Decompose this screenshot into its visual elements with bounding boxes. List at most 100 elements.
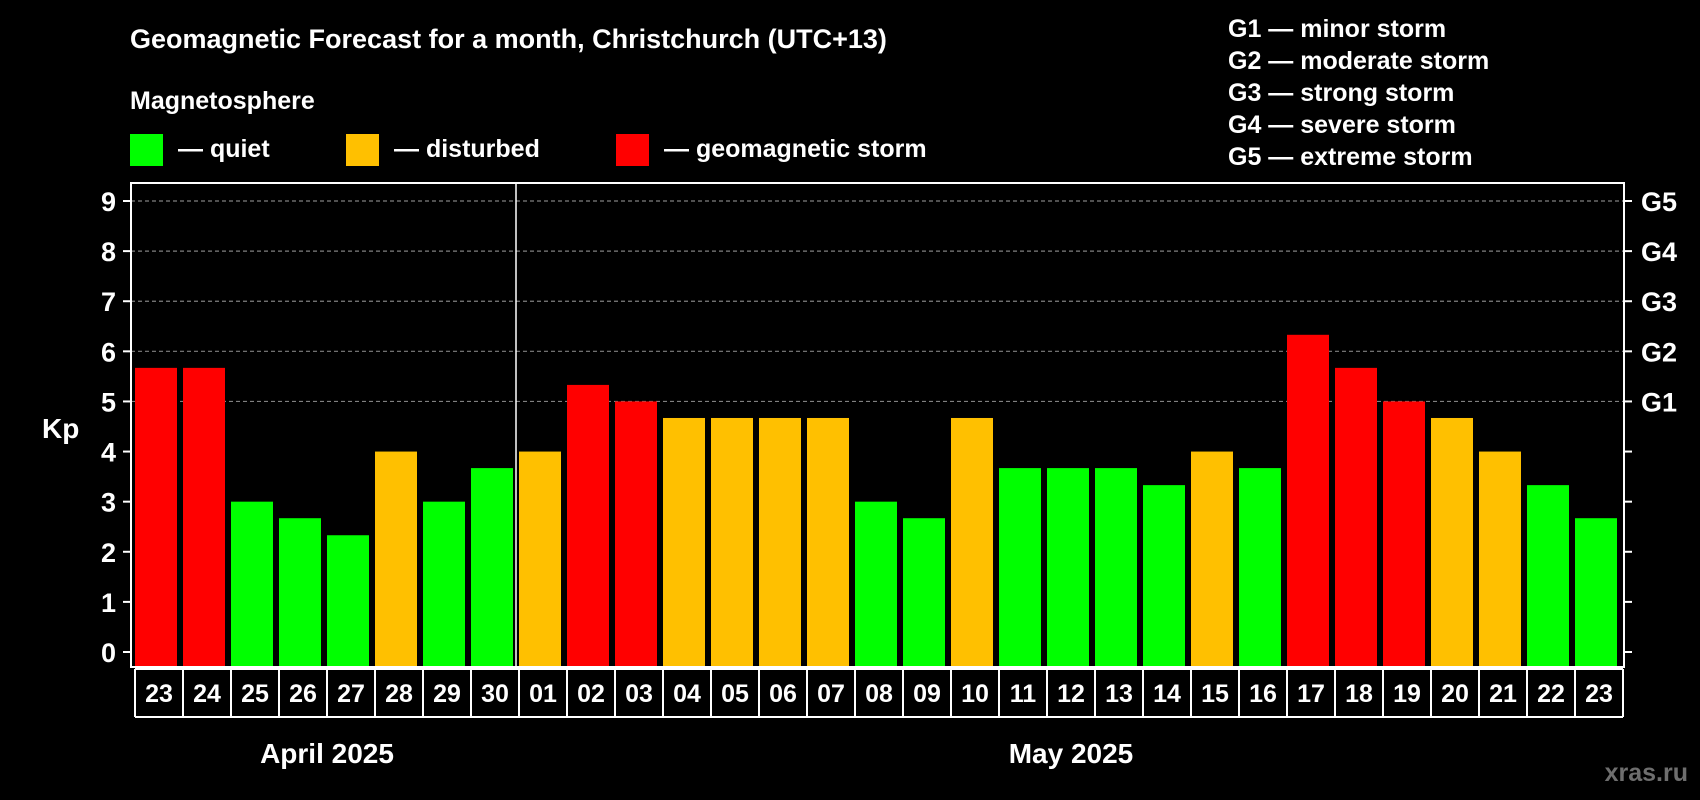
storm-scale-g1: G1 — minor storm — [1228, 15, 1446, 43]
x-tick-label-4: 27 — [337, 680, 365, 708]
x-tick-label-8: 01 — [529, 680, 557, 708]
legend-swatch-0 — [130, 134, 163, 166]
bar-5 — [375, 451, 417, 667]
legend-label-0: — quiet — [178, 135, 270, 163]
x-tick-label-18: 11 — [1010, 680, 1037, 708]
bar-8 — [519, 451, 561, 667]
bar-6 — [423, 501, 465, 667]
x-tick-label-11: 04 — [673, 680, 701, 708]
bar-28 — [1479, 451, 1521, 667]
bar-22 — [1191, 451, 1233, 667]
bar-19 — [1047, 468, 1089, 667]
y-tick-label-0: 0 — [101, 638, 116, 668]
x-tick-label-23: 16 — [1249, 680, 1277, 708]
bar-26 — [1383, 401, 1425, 667]
storm-scale-g4: G4 — severe storm — [1228, 111, 1456, 139]
x-tick-label-24: 17 — [1297, 680, 1325, 708]
x-tick-label-30: 23 — [1585, 680, 1613, 708]
x-tick-label-29: 22 — [1537, 680, 1565, 708]
x-tick-label-5: 28 — [385, 680, 413, 708]
bar-20 — [1095, 468, 1137, 667]
bar-9 — [567, 384, 609, 667]
x-tick-label-13: 06 — [769, 680, 797, 708]
bar-18 — [999, 468, 1041, 667]
bar-11 — [663, 417, 705, 667]
storm-scale-legend: G1 — minor storm G2 — moderate storm G3 — … — [1228, 15, 1489, 171]
bar-4 — [327, 535, 369, 667]
bar-29 — [1527, 485, 1569, 667]
g-label-g3: G3 — [1641, 287, 1677, 317]
bar-16 — [903, 518, 945, 667]
x-tick-label-25: 18 — [1345, 680, 1373, 708]
y-tick-label-9: 9 — [101, 187, 116, 217]
legend-swatch-2 — [616, 134, 649, 166]
legend-heading: Magnetosphere — [130, 87, 315, 115]
bar-14 — [807, 417, 849, 667]
magnetosphere-legend: — quiet — disturbed — geomagnetic storm — [130, 134, 927, 166]
y-tick-label-4: 4 — [101, 438, 116, 468]
x-tick-label-14: 07 — [817, 680, 845, 708]
x-tick-label-17: 10 — [961, 680, 989, 708]
bar-30 — [1575, 518, 1617, 667]
bar-25 — [1335, 367, 1377, 667]
legend-swatch-1 — [346, 134, 379, 166]
bar-17 — [951, 417, 993, 667]
y-tick-label-6: 6 — [101, 337, 116, 367]
bar-21 — [1143, 485, 1185, 667]
x-tick-label-6: 29 — [433, 680, 461, 708]
legend-label-2: — geomagnetic storm — [664, 135, 927, 163]
x-tick-label-1: 24 — [193, 680, 221, 708]
storm-scale-g3: G3 — strong storm — [1228, 79, 1454, 107]
y-tick-label-2: 2 — [101, 538, 116, 568]
y-tick-label-8: 8 — [101, 237, 116, 267]
y-tick-label-3: 3 — [101, 488, 116, 518]
month-label-1: May 2025 — [1009, 738, 1134, 769]
bar-3 — [279, 518, 321, 667]
x-tick-label-27: 20 — [1441, 680, 1469, 708]
y-tick-label-5: 5 — [101, 387, 116, 417]
x-tick-label-12: 05 — [721, 680, 749, 708]
g-label-g2: G2 — [1641, 337, 1677, 367]
x-tick-label-26: 19 — [1393, 680, 1421, 708]
bar-23 — [1239, 468, 1281, 667]
storm-scale-g5: G5 — extreme storm — [1228, 143, 1473, 171]
bar-1 — [183, 367, 225, 667]
x-tick-label-19: 12 — [1057, 680, 1085, 708]
g-label-g4: G4 — [1641, 237, 1677, 267]
x-tick-label-2: 25 — [241, 680, 269, 708]
x-tick-label-16: 09 — [913, 680, 941, 708]
bar-24 — [1287, 334, 1329, 667]
x-tick-label-10: 03 — [625, 680, 653, 708]
y-tick-label-7: 7 — [101, 287, 116, 317]
date-axis: 23 24 25 26 27 28 29 30 01 02 03 04 05 06 07 08 09 10 11 12… — [134, 668, 1624, 718]
watermark: xras.ru — [1605, 759, 1688, 787]
x-tick-label-3: 26 — [289, 680, 317, 708]
g-label-g5: G5 — [1641, 187, 1677, 217]
y-axis-label: Kp — [42, 413, 79, 444]
y-tick-label-1: 1 — [101, 588, 116, 618]
x-tick-label-28: 21 — [1489, 680, 1517, 708]
g-label-g1: G1 — [1641, 387, 1677, 417]
x-tick-label-20: 13 — [1105, 680, 1133, 708]
x-tick-label-21: 14 — [1153, 680, 1181, 708]
bar-13 — [759, 417, 801, 667]
x-tick-label-7: 30 — [481, 680, 509, 708]
chart-title: Geomagnetic Forecast for a month, Christ… — [130, 24, 887, 54]
bar-7 — [471, 468, 513, 667]
x-tick-label-15: 08 — [865, 680, 893, 708]
x-tick-label-9: 02 — [577, 680, 605, 708]
storm-scale-g2: G2 — moderate storm — [1228, 47, 1489, 75]
bar-15 — [855, 501, 897, 667]
bar-10 — [615, 401, 657, 667]
bar-0 — [135, 367, 177, 667]
bar-2 — [231, 501, 273, 667]
x-tick-label-0: 23 — [145, 680, 173, 708]
plot-frame — [130, 182, 1625, 668]
month-label-0: April 2025 — [260, 738, 394, 769]
x-tick-label-22: 15 — [1201, 680, 1229, 708]
bar-12 — [711, 417, 753, 667]
legend-label-1: — disturbed — [394, 135, 540, 163]
bar-27 — [1431, 417, 1473, 667]
